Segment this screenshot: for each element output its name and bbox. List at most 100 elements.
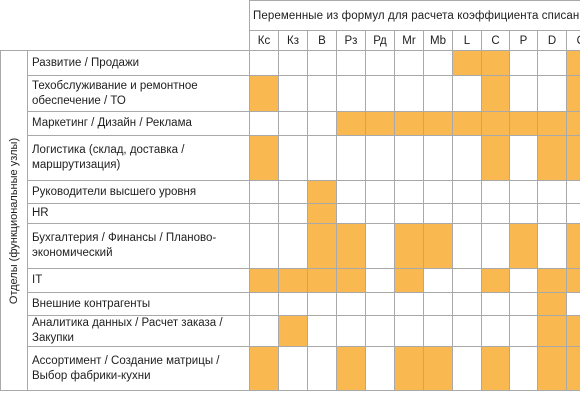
- matrix-cell-empty: [423, 75, 453, 112]
- matrix-cell-empty: [509, 315, 538, 347]
- matrix-cell-empty: [365, 346, 395, 391]
- matrix-cell-empty: [365, 50, 395, 76]
- matrix-cell-empty: [481, 223, 510, 269]
- matrix-cell-marked: [307, 203, 337, 224]
- department-row: Техобслуживание и ремонтное обеспечение …: [1, 75, 580, 112]
- matrix-cell-empty: [537, 75, 567, 112]
- matrix-cell-empty: [307, 50, 337, 76]
- matrix-cell-marked: [481, 135, 510, 181]
- variables-header-row: КсКзВРзРдMrMbLCPDQ: [1, 30, 580, 51]
- department-row: Внешние контрагенты: [1, 292, 580, 316]
- matrix-cell-empty: [336, 203, 366, 224]
- matrix-cell-marked: [394, 346, 424, 391]
- matrix-cell-marked: [565, 268, 580, 293]
- department-name: Внешние контрагенты: [27, 292, 250, 316]
- matrix-cell-empty: [249, 315, 279, 347]
- variable-header: Рд: [365, 30, 395, 51]
- matrix-cell-empty: [423, 180, 453, 204]
- variable-header: Q: [565, 30, 580, 51]
- matrix-cell-empty: [336, 135, 366, 181]
- matrix-cell-empty: [394, 75, 424, 112]
- matrix-cell-empty: [249, 50, 279, 76]
- matrix-cell-empty: [394, 315, 424, 347]
- matrix-cell-empty: [452, 292, 482, 316]
- matrix-cell-empty: [278, 111, 308, 136]
- matrix-cell-empty: [509, 268, 538, 293]
- matrix-cell-empty: [423, 135, 453, 181]
- matrix-cell-empty: [278, 50, 308, 76]
- matrix-cell-empty: [509, 50, 538, 76]
- matrix-cell-marked: [423, 223, 453, 269]
- matrix-cell-empty: [365, 75, 395, 112]
- department-row: IT: [1, 268, 580, 293]
- matrix-cell-empty: [249, 111, 279, 136]
- variable-header: Кс: [249, 30, 279, 51]
- matrix-cell-empty: [394, 50, 424, 76]
- matrix-cell-empty: [249, 292, 279, 316]
- matrix-cell-marked: [307, 223, 337, 269]
- matrix-cell-empty: [249, 180, 279, 204]
- matrix-cell-empty: [509, 203, 538, 224]
- matrix-cell-empty: [509, 292, 538, 316]
- matrix-cell-empty: [565, 203, 580, 224]
- matrix-cell-marked: [394, 111, 424, 136]
- matrix-cell-empty: [481, 315, 510, 347]
- department-name: Техобслуживание и ремонтное обеспечение …: [27, 75, 250, 112]
- matrix-cell-empty: [481, 292, 510, 316]
- matrix-cell-empty: [336, 315, 366, 347]
- matrix-cell-empty: [423, 203, 453, 224]
- matrix-cell-empty: [509, 135, 538, 181]
- department-row: Маркетинг / Дизайн / Реклама: [1, 111, 580, 136]
- matrix-cell-marked: [565, 223, 580, 269]
- matrix-cell-empty: [307, 135, 337, 181]
- matrix-cell-empty: [365, 135, 395, 181]
- variable-header: Рз: [336, 30, 366, 51]
- matrix-cell-marked: [278, 268, 308, 293]
- matrix-cell-marked: [336, 111, 366, 136]
- department-row: Логистика (склад, доставка / маршрутизац…: [1, 135, 580, 181]
- matrix-cell-marked: [336, 223, 366, 269]
- matrix-cell-marked: [565, 111, 580, 136]
- matrix-cell-marked: [565, 50, 580, 76]
- matrix-cell-marked: [423, 346, 453, 391]
- matrix-cell-marked: [336, 268, 366, 293]
- matrix-cell-empty: [278, 292, 308, 316]
- department-name: HR: [27, 203, 250, 224]
- matrix-cell-marked: [249, 268, 279, 293]
- matrix-cell-marked: [509, 223, 538, 269]
- matrix-cell-marked: [537, 346, 567, 391]
- matrix-cell-marked: [365, 111, 395, 136]
- matrix-cell-marked: [537, 315, 567, 347]
- matrix-cell-empty: [452, 346, 482, 391]
- matrix-cell-marked: [481, 268, 510, 293]
- matrix-cell-marked: [278, 315, 308, 347]
- matrix-cell-empty: [278, 135, 308, 181]
- matrix-cell-empty: [307, 111, 337, 136]
- matrix-cell-empty: [423, 292, 453, 316]
- matrix-cell-empty: [452, 223, 482, 269]
- matrix-cell-marked: [307, 180, 337, 204]
- variables-header-title: Переменные из формул для расчета коэффиц…: [248, 0, 580, 31]
- matrix-cell-marked: [249, 75, 279, 112]
- matrix-cell-marked: [394, 223, 424, 269]
- matrix-cell-empty: [394, 180, 424, 204]
- matrix-cell-empty: [365, 203, 395, 224]
- matrix-cell-empty: [307, 292, 337, 316]
- matrix-cell-empty: [565, 180, 580, 204]
- matrix-cell-marked: [537, 292, 567, 316]
- matrix-cell-empty: [278, 203, 308, 224]
- department-name: Развитие / Продажи: [27, 50, 250, 76]
- matrix-cell-marked: [481, 50, 510, 76]
- department-name: Логистика (склад, доставка / маршрутизац…: [27, 135, 250, 181]
- matrix-cell-empty: [423, 315, 453, 347]
- matrix-cell-empty: [509, 180, 538, 204]
- corner-blank-2: [1, 31, 250, 51]
- department-row: Отделы (функциональные узлы) Развитие / П…: [0, 50, 580, 391]
- departments-side-label: Отделы (функциональные узлы): [8, 137, 20, 304]
- matrix-table: Переменные из формул для расчета коэффиц…: [0, 0, 580, 391]
- department-name: Руководители высшего уровня: [27, 180, 250, 204]
- matrix-cell-empty: [278, 75, 308, 112]
- matrix-cell-marked: [481, 346, 510, 391]
- matrix-cell-empty: [509, 346, 538, 391]
- department-name: Ассортимент / Создание матрицы / Выбор ф…: [27, 346, 250, 391]
